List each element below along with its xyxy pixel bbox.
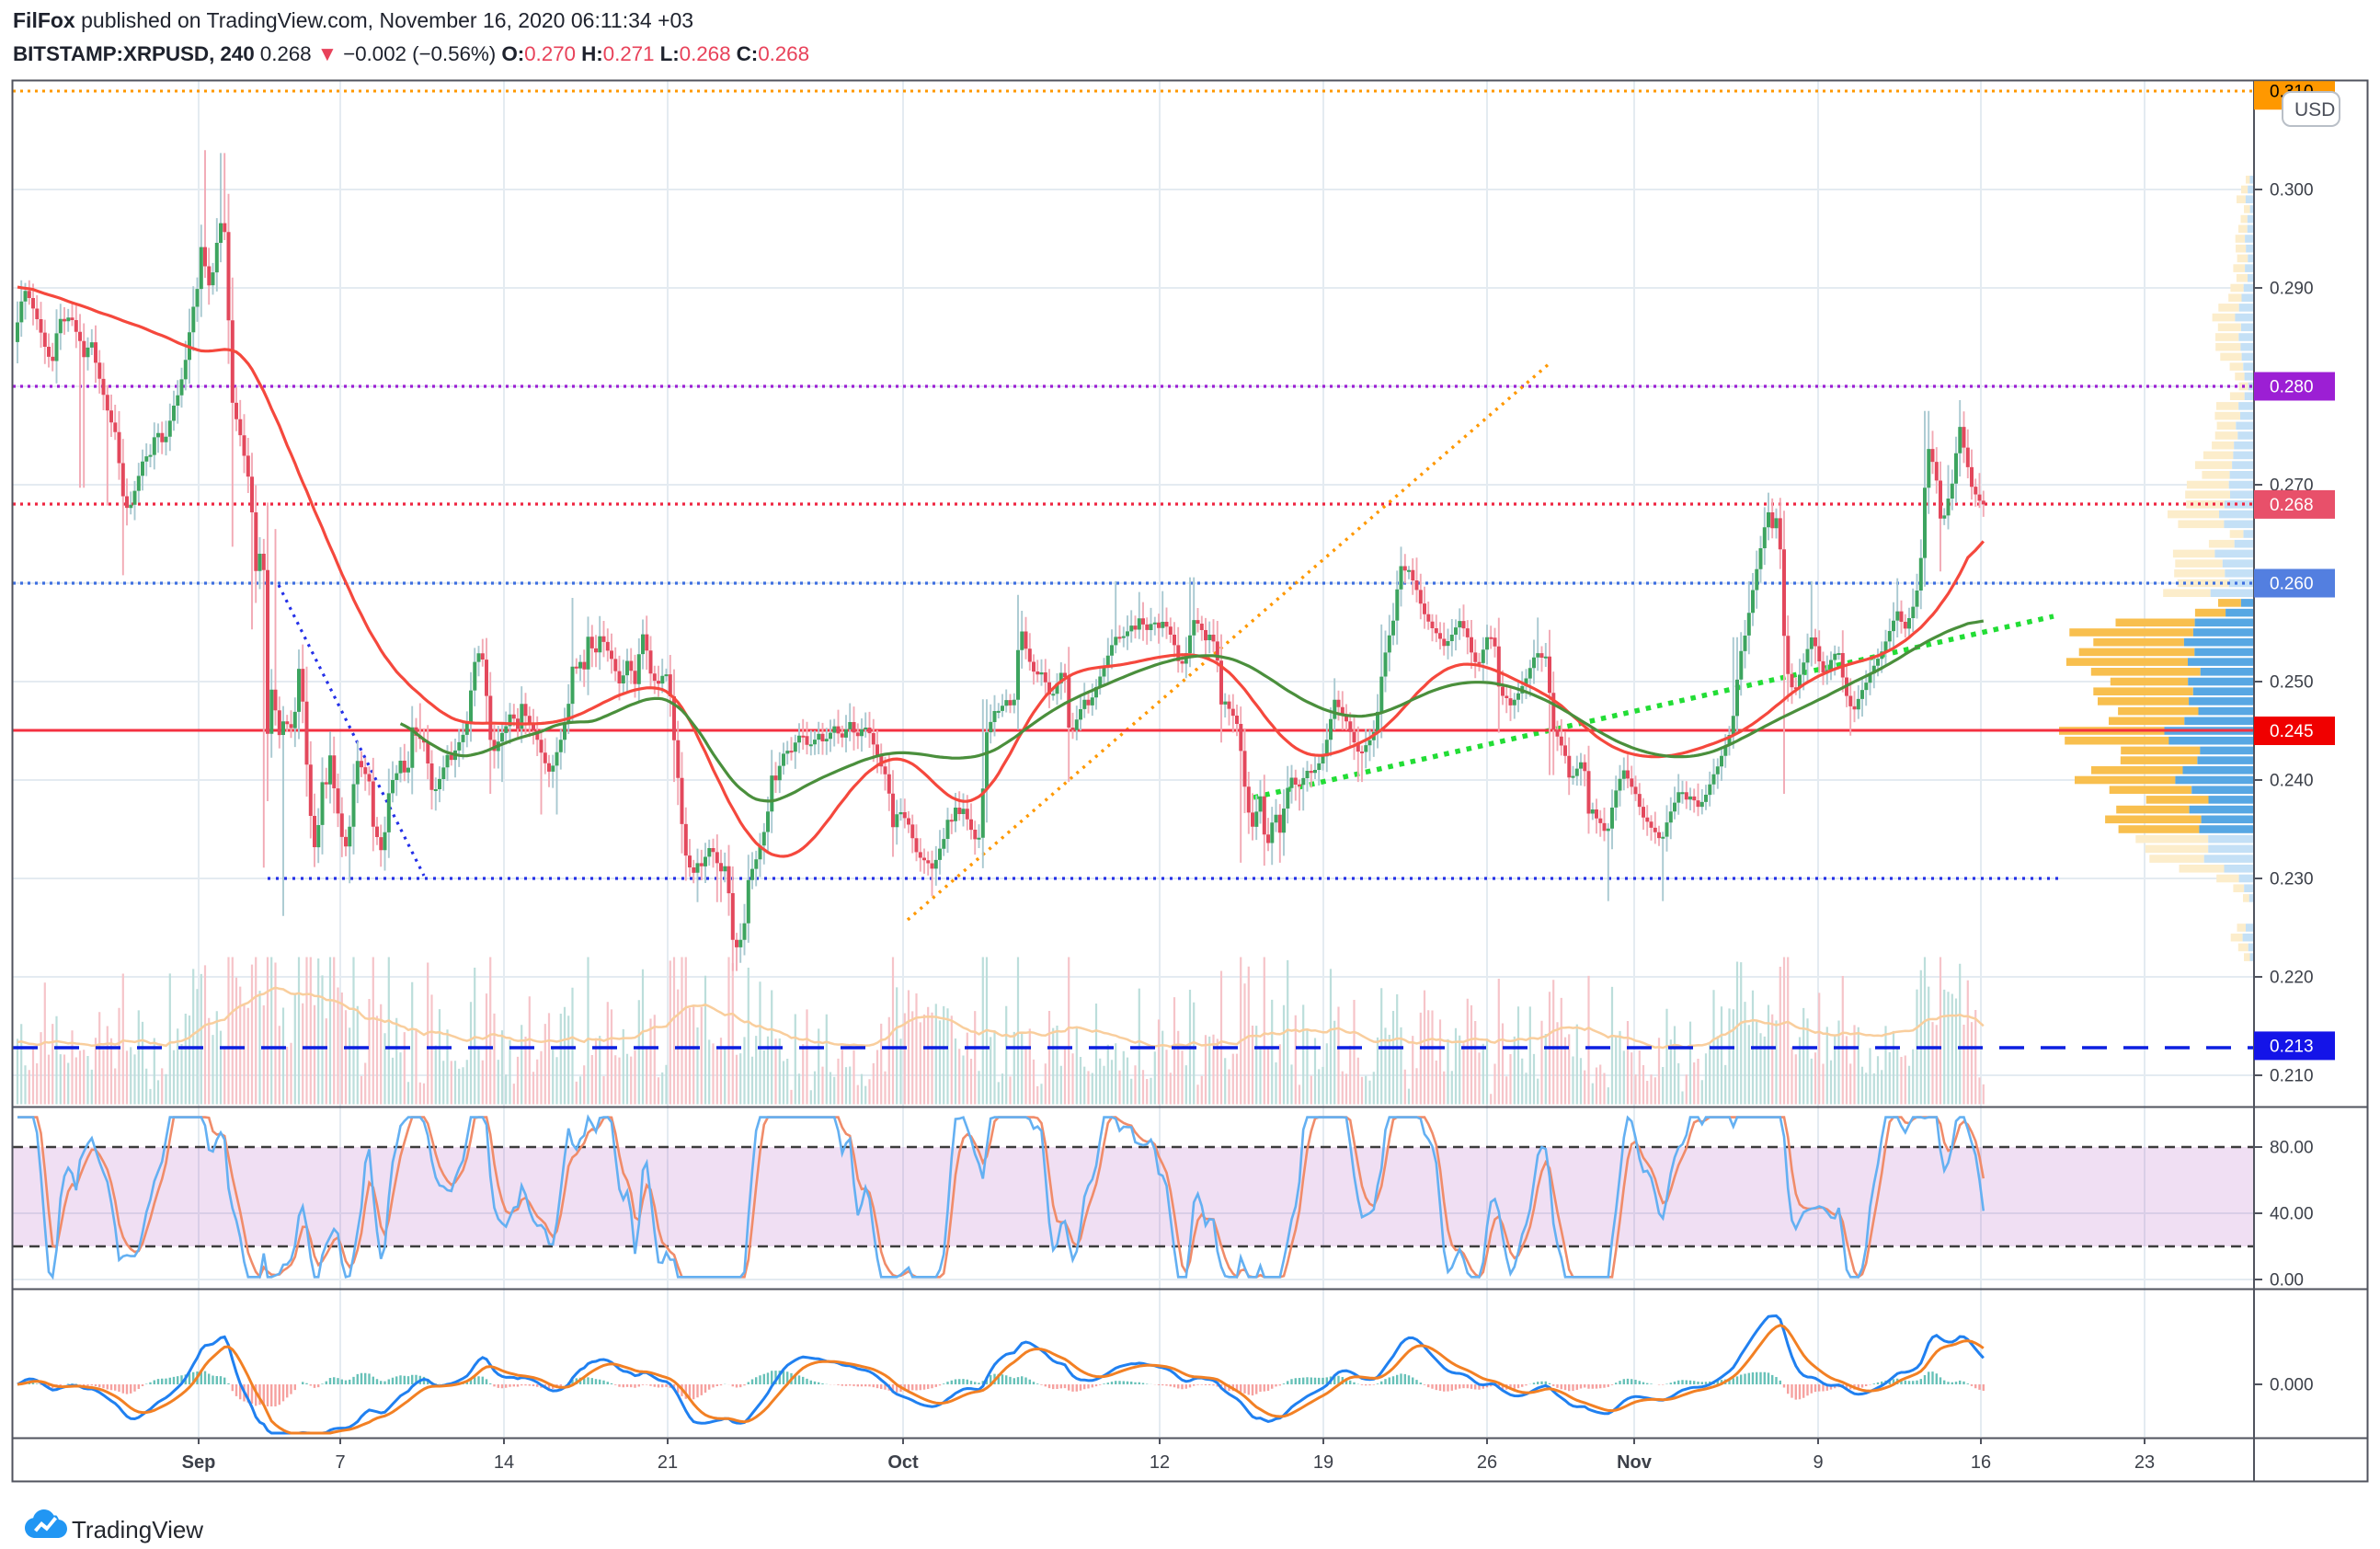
svg-text:0.280: 0.280 — [2270, 378, 2314, 397]
svg-text:0.000: 0.000 — [2270, 1376, 2314, 1395]
svg-text:0.250: 0.250 — [2270, 673, 2314, 693]
svg-text:0.220: 0.220 — [2270, 969, 2314, 988]
svg-text:7: 7 — [335, 1452, 345, 1473]
svg-text:TradingView: TradingView — [72, 1516, 203, 1543]
svg-text:12: 12 — [1150, 1452, 1170, 1473]
svg-text:26: 26 — [1477, 1452, 1497, 1473]
svg-text:BITSTAMP:XRPUSD, 240 0.268 ▼: BITSTAMP:XRPUSD, 240 0.268 ▼ −0.002 (−0.… — [13, 42, 809, 65]
svg-text:Nov: Nov — [1617, 1452, 1653, 1473]
svg-text:0.300: 0.300 — [2270, 181, 2314, 201]
svg-text:19: 19 — [1313, 1452, 1333, 1473]
svg-text:0.268: 0.268 — [2270, 496, 2314, 515]
svg-text:0.240: 0.240 — [2270, 772, 2314, 791]
svg-text:21: 21 — [658, 1452, 678, 1473]
svg-text:80.00: 80.00 — [2270, 1139, 2314, 1158]
svg-text:9: 9 — [1813, 1452, 1823, 1473]
svg-text:0.245: 0.245 — [2270, 722, 2314, 741]
svg-text:Oct: Oct — [887, 1452, 919, 1473]
svg-text:Sep: Sep — [182, 1452, 216, 1473]
svg-text:23: 23 — [2134, 1452, 2155, 1473]
svg-text:FilFox published on TradingVie: FilFox published on TradingView.com, Nov… — [13, 8, 693, 32]
svg-text:16: 16 — [1971, 1452, 1991, 1473]
svg-text:14: 14 — [494, 1452, 514, 1473]
svg-text:0.260: 0.260 — [2270, 575, 2314, 594]
svg-text:0.210: 0.210 — [2270, 1067, 2314, 1086]
svg-text:40.00: 40.00 — [2270, 1205, 2314, 1224]
svg-text:0.290: 0.290 — [2270, 280, 2314, 299]
svg-text:0.00: 0.00 — [2270, 1271, 2304, 1291]
svg-text:0.213: 0.213 — [2270, 1037, 2314, 1056]
svg-text:USD: USD — [2294, 99, 2335, 120]
svg-text:0.230: 0.230 — [2270, 870, 2314, 889]
